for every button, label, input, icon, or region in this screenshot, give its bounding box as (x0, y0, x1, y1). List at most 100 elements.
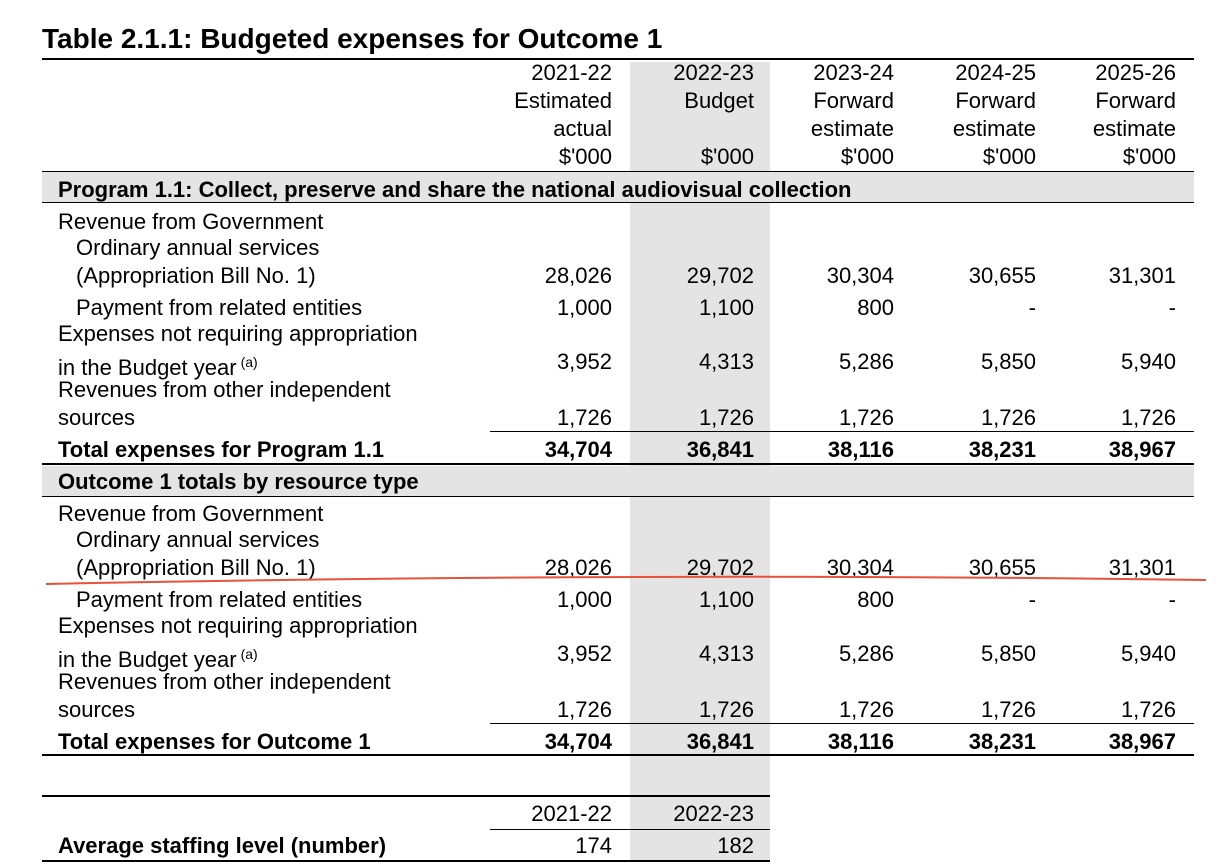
value-cell: - (1168, 587, 1176, 612)
col2-unit: $'000 (700, 144, 754, 169)
value-cell: 29,702 (686, 263, 754, 288)
program-ordinary-label-2: (Appropriation Bill No. 1) (76, 263, 316, 288)
value-cell: 1,726 (556, 405, 612, 430)
col5-year: 2025-26 (1095, 60, 1176, 85)
col4-line2: estimate (952, 116, 1036, 141)
program-heading: Program 1.1: Collect, preserve and share… (58, 177, 852, 202)
value-cell: 38,231 (968, 729, 1036, 754)
col5-line1: Forward (1095, 88, 1176, 113)
col2-line1: Budget (684, 88, 754, 113)
value-cell: 4,313 (698, 349, 754, 374)
footnote-marker: (a) (240, 646, 258, 662)
outcome-ordinary-label-2: (Appropriation Bill No. 1) (76, 555, 316, 580)
value-cell: 1,726 (1120, 405, 1176, 430)
value-cell: 36,841 (686, 437, 754, 462)
staffing-top-rule (42, 795, 770, 797)
value-cell: - (1028, 295, 1036, 320)
value-cell: 1,726 (698, 405, 754, 430)
header-top-rule (42, 58, 1194, 60)
value-cell: 3,952 (556, 349, 612, 374)
outcome-payment-label: Payment from related entities (76, 587, 363, 612)
value-cell: - (1168, 295, 1176, 320)
value-cell: 1,726 (698, 697, 754, 722)
value-cell: 38,967 (1108, 729, 1176, 754)
value-cell: 1,100 (698, 587, 754, 612)
value-cell: 5,286 (838, 349, 894, 374)
col4-line1: Forward (955, 88, 1036, 113)
value-cell: 1,726 (980, 405, 1036, 430)
program-other-label-2: sources (58, 405, 136, 430)
program-expenses-label-2: in the Budget year (a) (58, 349, 258, 381)
col3-line1: Forward (813, 88, 894, 113)
staffing-label: Average staffing level (number) (58, 833, 387, 858)
value-cell: 34,704 (544, 437, 612, 462)
value-cell: 36,841 (686, 729, 754, 754)
value-cell: 38,116 (827, 729, 894, 754)
staffing-value-2: 182 (717, 833, 754, 858)
value-cell: 1,726 (838, 405, 894, 430)
value-cell: 5,286 (838, 641, 894, 666)
value-cell: 5,850 (980, 641, 1036, 666)
staffing-year-2: 2022-23 (673, 801, 754, 826)
value-cell: 5,940 (1120, 641, 1176, 666)
col3-year: 2023-24 (813, 60, 894, 85)
footnote-marker: (a) (240, 354, 258, 370)
col4-year: 2024-25 (955, 60, 1036, 85)
staffing-value-1: 174 (575, 833, 612, 858)
staffing-year-rule (490, 829, 770, 830)
program-heading-top-rule (42, 171, 1194, 172)
program-other-label-1: Revenues from other independent (58, 377, 391, 402)
outcome-expenses-label-1: Expenses not requiring appropriation (58, 613, 418, 638)
col3-unit: $'000 (840, 144, 894, 169)
value-cell: 5,850 (980, 349, 1036, 374)
col1-year: 2021-22 (531, 60, 612, 85)
program-total-label: Total expenses for Program 1.1 (58, 437, 385, 462)
outcome-heading-band (42, 466, 1194, 496)
expenses-label-text: in the Budget year (58, 355, 237, 380)
outcome-revenue-label: Revenue from Government (58, 501, 324, 526)
value-cell: 1,726 (980, 697, 1036, 722)
staffing-bottom-rule (42, 860, 770, 862)
program-payment-label: Payment from related entities (76, 295, 363, 320)
outcome-ordinary-label-1: Ordinary annual services (76, 527, 320, 552)
value-cell: 5,940 (1120, 349, 1176, 374)
value-cell: 34,704 (544, 729, 612, 754)
outcome-expenses-label-2: in the Budget year (a) (58, 641, 258, 673)
value-cell: 30,655 (968, 263, 1036, 288)
program-heading-band (42, 172, 1194, 202)
col1-line1: Estimated (514, 88, 612, 113)
col5-line2: estimate (1092, 116, 1176, 141)
col5-unit: $'000 (1122, 144, 1176, 169)
value-cell: 3,952 (556, 641, 612, 666)
outcome-other-label-1: Revenues from other independent (58, 669, 391, 694)
value-cell: 1,726 (838, 697, 894, 722)
outcome-heading: Outcome 1 totals by resource type (58, 469, 419, 494)
value-cell: 30,304 (826, 263, 894, 288)
value-cell: 800 (857, 295, 894, 320)
program-heading-bottom-rule (42, 202, 1194, 203)
value-cell: - (1028, 587, 1036, 612)
outcome-total-rule (42, 754, 1194, 756)
outcome-subtotal-rule (490, 723, 1194, 724)
table-title: Table 2.1.1: Budgeted expenses for Outco… (42, 23, 663, 54)
program-subtotal-rule (490, 431, 1194, 432)
col3-line2: estimate (810, 116, 894, 141)
outcome-other-label-2: sources (58, 697, 136, 722)
value-cell: 1,100 (698, 295, 754, 320)
col4-unit: $'000 (982, 144, 1036, 169)
value-cell: 38,116 (827, 437, 894, 462)
col2-year: 2022-23 (673, 60, 754, 85)
staffing-year-1: 2021-22 (531, 801, 612, 826)
value-cell: 1,000 (556, 295, 612, 320)
value-cell: 31,301 (1108, 555, 1176, 580)
col1-line2: actual (553, 116, 612, 141)
value-cell: 28,026 (544, 263, 612, 288)
outcome-heading-bottom-rule (42, 496, 1194, 497)
value-cell: 38,967 (1108, 437, 1176, 462)
program-revenue-label: Revenue from Government (58, 209, 324, 234)
program-expenses-label-1: Expenses not requiring appropriation (58, 321, 418, 346)
value-cell: 1,726 (1120, 697, 1176, 722)
value-cell: 1,726 (556, 697, 612, 722)
value-cell: 800 (857, 587, 894, 612)
expenses-label-text: in the Budget year (58, 647, 237, 672)
